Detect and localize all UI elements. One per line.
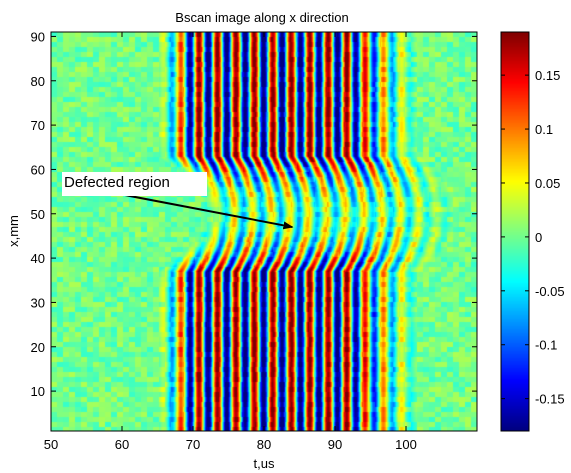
colorbar-tick-label: -0.1: [535, 338, 557, 353]
y-axis-ticks: 10 20 30 40 50 60 70 80 90: [31, 29, 477, 399]
x-tick-label: 100: [395, 437, 417, 452]
colorbar-ticks: -0.15 -0.1 -0.05 0 0.05 0.1 0.15: [501, 68, 565, 407]
y-tick-label: 40: [31, 251, 45, 266]
chart-title: Bscan image along x direction: [175, 10, 348, 25]
heatmap-image: [51, 32, 477, 431]
y-tick-label: 60: [31, 162, 45, 177]
x-tick-label: 50: [44, 437, 58, 452]
colorbar-tick-label: 0.1: [535, 122, 553, 137]
annotation-arrow: [118, 192, 294, 230]
colorbar-tick-label: -0.05: [535, 284, 565, 299]
annotation-label: Defected region: [62, 172, 207, 196]
y-tick-label: 30: [31, 295, 45, 310]
colorbar: [501, 32, 529, 431]
y-tick-label: 70: [31, 118, 45, 133]
heatmap-frame: [50, 31, 478, 432]
colorbar-tick-label: 0.05: [535, 176, 560, 191]
y-tick-label: 80: [31, 74, 45, 89]
x-axis-label: t,us: [254, 456, 275, 471]
x-axis-ticks: 50 60 70 80 90 100: [44, 32, 417, 452]
x-tick-label: 60: [115, 437, 129, 452]
x-tick-label: 80: [257, 437, 271, 452]
colorbar-tick-label: 0.15: [535, 68, 560, 83]
colorbar-frame: [500, 31, 530, 432]
y-axis-label: x,mm: [6, 215, 21, 247]
y-tick-label: 20: [31, 340, 45, 355]
y-tick-label: 10: [31, 384, 45, 399]
y-tick-label: 90: [31, 29, 45, 44]
colorbar-tick-label: -0.15: [535, 392, 565, 407]
x-tick-label: 70: [186, 437, 200, 452]
x-tick-label: 90: [328, 437, 342, 452]
colorbar-tick-label: 0: [535, 230, 542, 245]
y-tick-label: 50: [31, 207, 45, 222]
